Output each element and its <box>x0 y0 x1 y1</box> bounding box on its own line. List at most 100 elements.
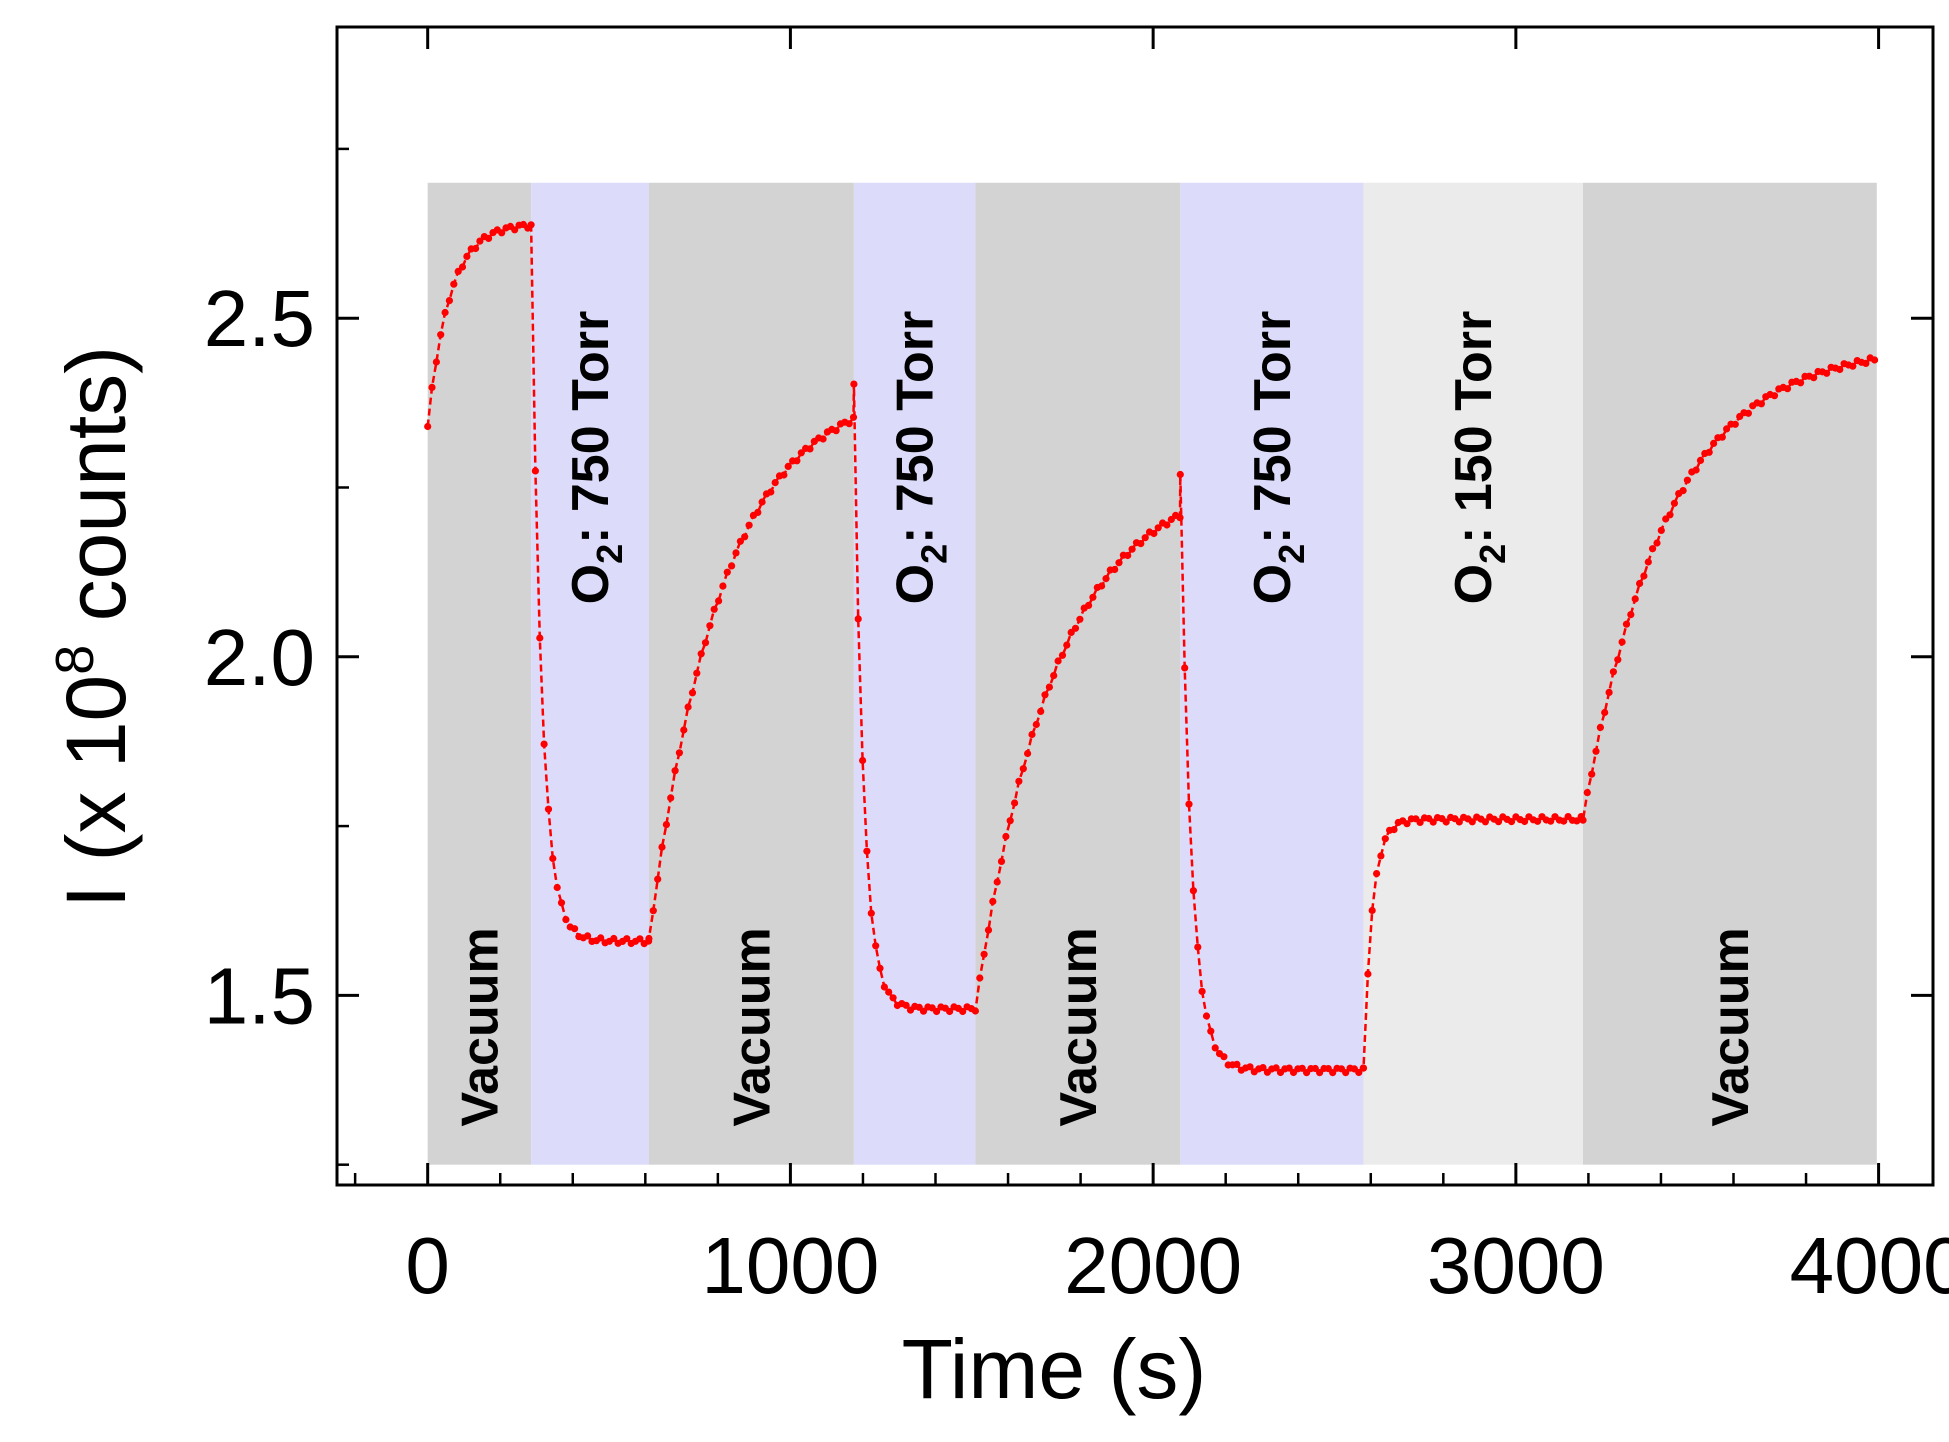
data-point <box>1141 534 1149 542</box>
y-axis-title: I (x 108 counts) <box>45 346 143 908</box>
data-point <box>1028 730 1036 739</box>
data-point <box>889 994 897 1002</box>
data-point <box>1618 638 1626 646</box>
data-point <box>1211 1044 1219 1052</box>
data-point <box>1696 456 1705 464</box>
band-0 <box>427 182 532 1165</box>
data-point <box>758 498 766 506</box>
data-point <box>701 639 710 647</box>
data-point <box>1137 540 1145 548</box>
data-point <box>1098 582 1106 590</box>
data-point <box>1163 521 1171 529</box>
data-point <box>1573 817 1581 825</box>
band-label-6: O2: 150 Torr <box>1445 311 1513 605</box>
plot-frame <box>335 25 1935 1187</box>
data-point <box>1220 1053 1228 1061</box>
data-point <box>1342 1069 1350 1077</box>
data-point <box>1246 1063 1254 1071</box>
data-point <box>1481 818 1489 826</box>
data-point <box>485 234 493 242</box>
data-point <box>428 383 436 391</box>
data-point <box>933 1007 941 1016</box>
data-point <box>946 1007 954 1016</box>
data-point <box>597 934 605 942</box>
data-point <box>1849 362 1857 370</box>
data-point <box>1041 691 1049 699</box>
data-point <box>1002 832 1010 841</box>
data-point <box>658 843 666 851</box>
data-point <box>511 226 519 234</box>
data-point <box>872 942 880 950</box>
band-label-6-subscript: 2 <box>1472 544 1513 564</box>
data-point <box>1547 817 1555 825</box>
band-label-5-subscript: 2 <box>1271 544 1312 564</box>
data-point <box>645 934 653 943</box>
data-point <box>984 926 993 934</box>
data-point <box>1649 545 1657 553</box>
band-label-1-rest: : 750 Torr <box>562 311 620 544</box>
data-point <box>1024 749 1032 758</box>
data-point <box>1359 1064 1368 1072</box>
data-point <box>1355 1068 1363 1077</box>
data-point <box>723 568 731 576</box>
data-point <box>1194 943 1202 951</box>
data-point <box>1115 559 1123 567</box>
data-point <box>557 899 566 907</box>
data-point <box>1377 852 1385 860</box>
data-point <box>1744 409 1752 417</box>
data-point <box>610 934 618 943</box>
data-point <box>1189 887 1197 895</box>
data-point <box>1403 820 1411 828</box>
data-point <box>1657 526 1665 535</box>
x-tick-label: 4000 <box>1790 1221 1949 1310</box>
data-point <box>736 537 745 545</box>
data-point <box>1679 487 1687 495</box>
band-4 <box>975 182 1181 1165</box>
data-point <box>1045 683 1053 691</box>
data-point <box>885 988 893 996</box>
data-point <box>819 435 827 443</box>
data-point <box>667 794 675 802</box>
data-point <box>850 380 858 388</box>
data-point <box>980 950 988 958</box>
background-bands <box>427 182 1877 1165</box>
data-point <box>715 597 723 605</box>
data-point <box>1185 800 1193 808</box>
data-point <box>849 413 858 421</box>
data-point <box>680 726 688 734</box>
data-point <box>536 634 544 642</box>
data-point <box>1207 1027 1215 1035</box>
data-point <box>540 740 548 748</box>
data-point <box>1521 817 1529 826</box>
data-point <box>1102 575 1110 583</box>
data-point <box>832 427 840 435</box>
data-point <box>1011 799 1019 807</box>
data-point <box>1871 356 1879 364</box>
data-point <box>1233 1060 1241 1068</box>
data-point <box>463 252 471 260</box>
data-point <box>549 854 557 863</box>
data-point <box>1085 601 1093 610</box>
data-point <box>719 582 727 590</box>
data-point <box>1783 385 1792 393</box>
data-point <box>876 964 884 972</box>
data-point <box>1836 365 1844 374</box>
data-point <box>1076 615 1084 623</box>
data-point <box>1636 579 1644 588</box>
data-point <box>1614 656 1622 664</box>
data-point <box>445 297 453 305</box>
x-tick-label: 1000 <box>701 1221 879 1310</box>
data-point <box>806 445 814 453</box>
data-point <box>1368 906 1376 915</box>
data-point <box>1150 529 1158 538</box>
band-label-2: Vacuum <box>723 927 781 1126</box>
data-point <box>1071 624 1080 632</box>
data-point <box>1202 1012 1211 1020</box>
data-point <box>1124 551 1132 560</box>
data-point <box>1631 595 1639 603</box>
axes-layer: 0 1000 2000 3000 4000 1.5 2.0 2.5 <box>204 27 1949 1310</box>
data-point <box>1583 789 1591 797</box>
